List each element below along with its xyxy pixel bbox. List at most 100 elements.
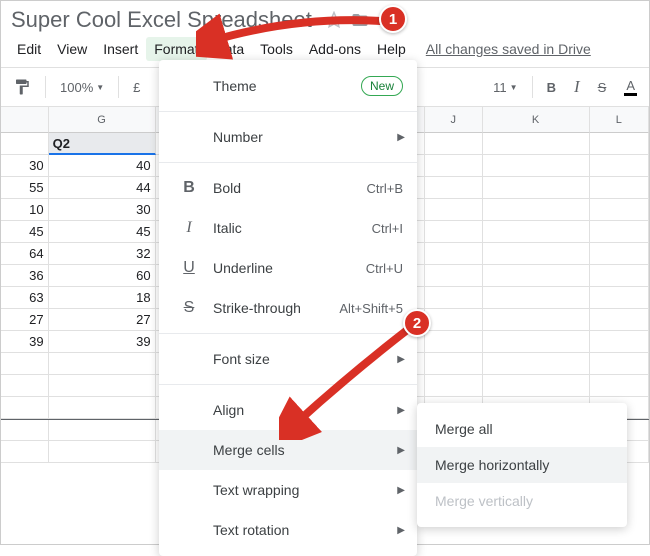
cell[interactable] [590, 199, 649, 221]
col-header-k[interactable]: K [483, 107, 590, 133]
toolbar-separator [118, 76, 119, 98]
cell[interactable] [590, 155, 649, 177]
paint-format-icon[interactable] [9, 74, 35, 100]
col-header-g[interactable]: G [49, 107, 156, 133]
cell[interactable] [425, 265, 483, 287]
cell[interactable] [483, 243, 590, 265]
menu-text-rotation[interactable]: Text rotation ▶ [159, 510, 417, 550]
menu-theme[interactable]: Theme New [159, 66, 417, 106]
cell[interactable] [590, 309, 649, 331]
chevron-right-icon: ▶ [397, 132, 405, 143]
chevron-down-icon: ▼ [96, 83, 104, 92]
cell[interactable] [483, 155, 590, 177]
fontsize-select[interactable]: 11 ▼ [489, 76, 521, 99]
annotation-arrow-1 [196, 11, 396, 61]
cell[interactable]: 55 [1, 177, 49, 199]
cell[interactable] [483, 265, 590, 287]
cell[interactable] [425, 243, 483, 265]
cell-header-q2[interactable]: Q2 [49, 133, 156, 155]
bold-icon: B [177, 179, 201, 197]
cell[interactable]: 63 [1, 287, 49, 309]
strike-button[interactable]: S [594, 76, 611, 99]
toolbar-separator [532, 76, 533, 98]
save-status[interactable]: All changes saved in Drive [426, 41, 591, 57]
cell[interactable] [590, 133, 649, 155]
menu-bold[interactable]: B Bold Ctrl+B [159, 168, 417, 208]
format-dropdown: Theme New Number ▶ B Bold Ctrl+B I Itali… [159, 60, 417, 556]
cell[interactable] [590, 265, 649, 287]
cell[interactable] [483, 331, 590, 353]
submenu-merge-horizontally[interactable]: Merge horizontally [417, 447, 627, 483]
cell[interactable] [425, 133, 483, 155]
cell[interactable] [483, 221, 590, 243]
bold-button[interactable]: B [543, 76, 560, 99]
chevron-down-icon: ▼ [510, 83, 518, 92]
chevron-right-icon: ▶ [397, 445, 405, 456]
cell[interactable] [590, 177, 649, 199]
cell[interactable] [425, 155, 483, 177]
cell[interactable] [590, 243, 649, 265]
cell[interactable] [425, 309, 483, 331]
cell[interactable]: 30 [1, 155, 49, 177]
cell[interactable]: 27 [1, 309, 49, 331]
menu-separator [159, 162, 417, 163]
cell[interactable]: 60 [49, 265, 156, 287]
cell[interactable]: 45 [49, 221, 156, 243]
italic-button[interactable]: I [570, 73, 584, 101]
cell[interactable] [483, 177, 590, 199]
menu-text-wrapping[interactable]: Text wrapping ▶ [159, 470, 417, 510]
toolbar-separator [45, 76, 46, 98]
menu-underline[interactable]: U Underline Ctrl+U [159, 248, 417, 288]
menu-italic[interactable]: I Italic Ctrl+I [159, 208, 417, 248]
annotation-badge-1: 1 [379, 5, 407, 33]
cell[interactable] [483, 309, 590, 331]
cell[interactable] [590, 331, 649, 353]
menu-separator [159, 111, 417, 112]
menu-edit[interactable]: Edit [9, 37, 49, 61]
cell[interactable]: 30 [49, 199, 156, 221]
menu-view[interactable]: View [49, 37, 95, 61]
cell[interactable] [425, 331, 483, 353]
submenu-merge-all[interactable]: Merge all [417, 411, 627, 447]
cell[interactable]: 18 [49, 287, 156, 309]
text-color-button[interactable]: A [620, 74, 641, 100]
cell[interactable] [483, 199, 590, 221]
chevron-right-icon: ▶ [397, 525, 405, 536]
cell[interactable] [425, 287, 483, 309]
annotation-arrow-2 [279, 315, 429, 440]
cell[interactable]: 39 [1, 331, 49, 353]
zoom-value: 100% [60, 80, 93, 95]
currency-button[interactable]: £ [129, 76, 144, 99]
annotation-badge-2: 2 [403, 309, 431, 337]
underline-icon: U [177, 259, 201, 277]
cell[interactable]: 44 [49, 177, 156, 199]
cell[interactable]: 32 [49, 243, 156, 265]
cell[interactable] [590, 287, 649, 309]
cell[interactable] [483, 133, 590, 155]
new-badge: New [361, 76, 403, 96]
cell[interactable]: 45 [1, 221, 49, 243]
strike-icon: S [177, 299, 201, 317]
merge-submenu: Merge all Merge horizontally Merge verti… [417, 403, 627, 527]
col-header[interactable] [1, 107, 49, 133]
fontsize-value: 11 [493, 80, 507, 95]
cell[interactable] [425, 199, 483, 221]
menu-insert[interactable]: Insert [95, 37, 146, 61]
cell[interactable]: 64 [1, 243, 49, 265]
cell[interactable] [483, 287, 590, 309]
col-header-l[interactable]: L [590, 107, 649, 133]
text-color-label: A [624, 78, 637, 96]
cell[interactable] [425, 177, 483, 199]
col-header-j[interactable]: J [425, 107, 482, 133]
cell[interactable] [425, 221, 483, 243]
zoom-select[interactable]: 100% ▼ [56, 76, 108, 99]
menu-number[interactable]: Number ▶ [159, 117, 417, 157]
cell[interactable]: 36 [1, 265, 49, 287]
cell[interactable] [1, 133, 49, 155]
chevron-right-icon: ▶ [397, 485, 405, 496]
cell[interactable]: 40 [49, 155, 156, 177]
cell[interactable]: 10 [1, 199, 49, 221]
cell[interactable]: 27 [49, 309, 156, 331]
cell[interactable] [590, 221, 649, 243]
cell[interactable]: 39 [49, 331, 156, 353]
